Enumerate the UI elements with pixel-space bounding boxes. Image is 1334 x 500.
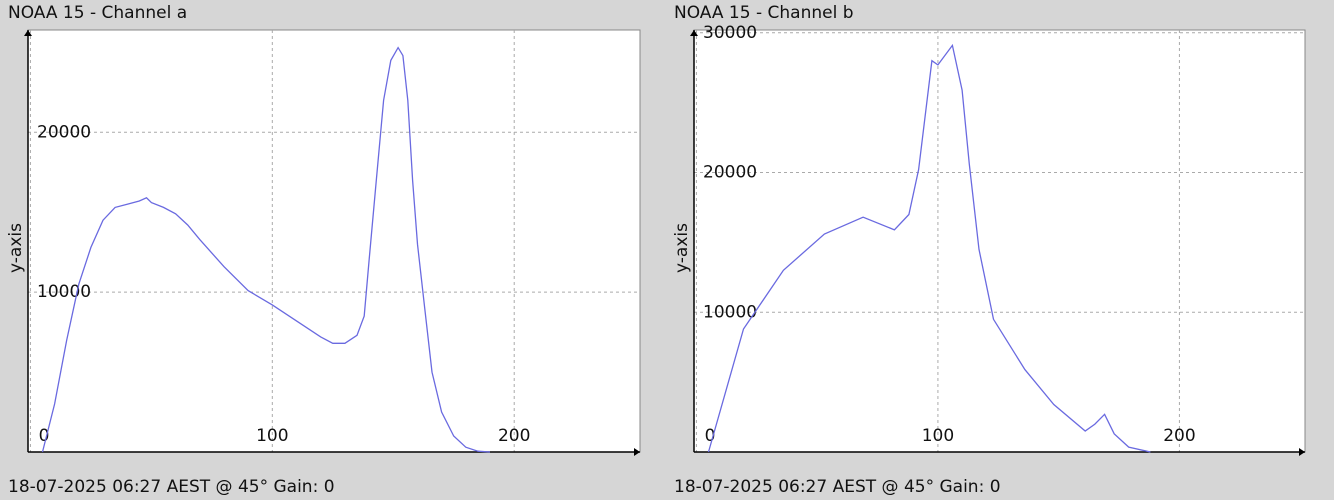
data-line [41,46,491,453]
y-tick-label: 10000 [703,302,757,322]
chart-title: NOAA 15 - Channel a [8,3,187,23]
y-axis-label: y-axis [6,223,26,273]
x-tick-label: 200 [1163,426,1195,446]
axis-arrow [690,30,698,36]
x-tick-label: 100 [922,426,954,446]
x-tick-label: 0 [39,426,50,446]
y-tick-label: 20000 [37,122,91,142]
axis-arrow [1299,448,1305,456]
plot-area [693,29,1306,453]
axis-arrow [634,448,640,456]
caption: 18-07-2025 06:27 AEST @ 45° Gain: 0 [674,477,1001,497]
x-tick-label: 0 [705,426,716,446]
y-tick-label: 30000 [703,23,757,43]
y-tick-label: 20000 [703,163,757,183]
y-tick-label: 10000 [37,282,91,302]
chart-panel: NOAA 15 - Channel b 18-07-2025 06:27 AEST… [672,3,1306,497]
data-line [707,43,1151,453]
chart-title: NOAA 15 - Channel b [674,3,854,23]
caption: 18-07-2025 06:27 AEST @ 45° Gain: 0 [8,477,335,497]
x-tick-label: 100 [256,426,288,446]
x-tick-label: 200 [498,426,530,446]
chart-panel: NOAA 15 - Channel a 18-07-2025 06:27 AEST… [6,3,641,497]
y-axis-label: y-axis [672,223,692,273]
plot-area [27,29,641,453]
axis-arrow [24,30,32,36]
